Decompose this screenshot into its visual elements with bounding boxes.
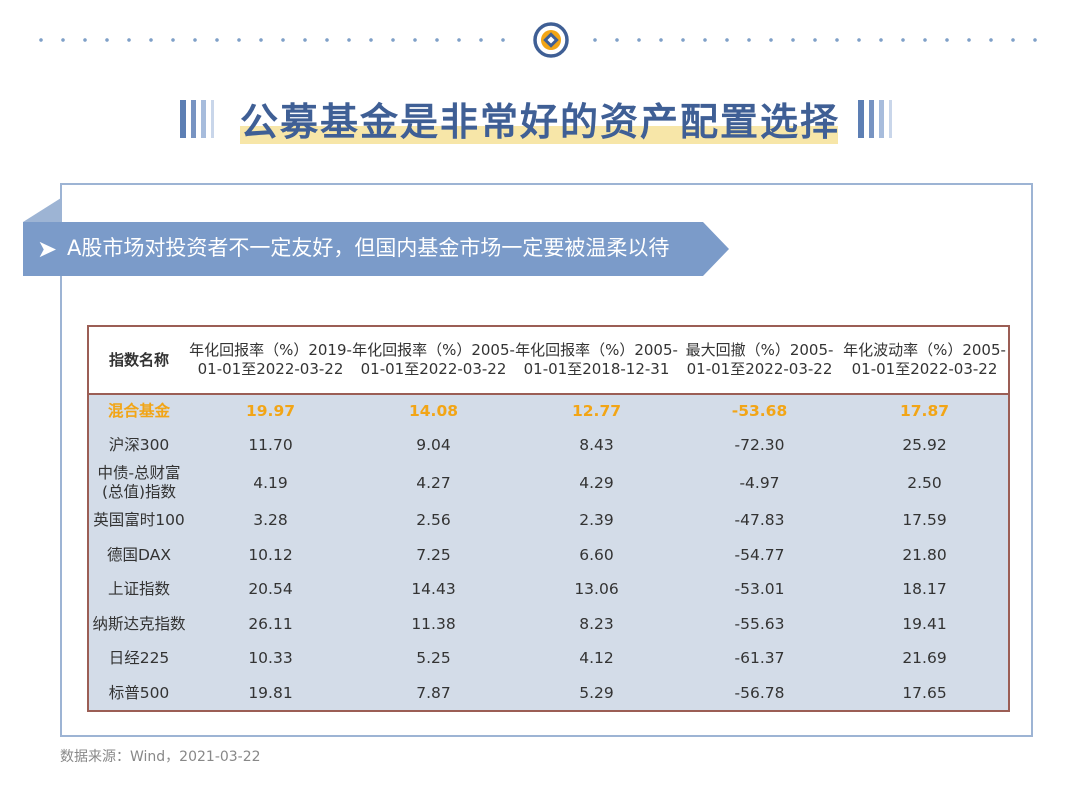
table-row: 中债-总财富(总值)指数 4.19 4.27 4.29 -4.97 2.50 xyxy=(89,463,1008,503)
cell-value: 2.50 xyxy=(907,473,942,492)
cell-value: -55.63 xyxy=(734,614,785,633)
title-deco-left xyxy=(180,100,214,138)
cell-index-name: 中债-总财富(总值)指数 xyxy=(97,464,181,502)
cell-value: 19.97 xyxy=(245,402,296,421)
table-row: 日经225 10.33 5.25 4.12 -61.37 21.69 xyxy=(89,642,1008,677)
header-index-name: 指数名称 xyxy=(89,327,189,394)
cell-value: 19.81 xyxy=(248,683,293,702)
cell-value: 8.23 xyxy=(579,614,614,633)
cell-value: 5.25 xyxy=(416,649,451,668)
cell-value: 19.41 xyxy=(902,614,947,633)
cell-index-name: 混合基金 xyxy=(107,402,170,421)
data-table: 指数名称 年化回报率（%）2019-01-01至2022-03-22 年化回报率… xyxy=(87,325,1010,712)
table-row: 标普500 19.81 7.87 5.29 -56.78 17.65 xyxy=(89,676,1008,710)
cell-value: 21.80 xyxy=(902,545,947,564)
cell-value: 11.70 xyxy=(248,436,293,455)
cell-value: 26.11 xyxy=(248,614,293,633)
cell-value: -61.37 xyxy=(734,649,785,668)
cell-value: -47.83 xyxy=(734,510,785,529)
cell-value: -54.77 xyxy=(734,545,785,564)
subtitle-banner: ➤ A股市场对投资者不一定友好，但国内基金市场一定要被温柔以待 xyxy=(23,222,729,276)
header-col: 年化波动率（%）2005-01-01至2022-03-22 xyxy=(841,327,1008,394)
cell-value: -53.68 xyxy=(731,402,788,421)
cell-value: 10.33 xyxy=(248,649,293,668)
title-highlight xyxy=(240,126,838,144)
cell-value: 14.08 xyxy=(408,402,459,421)
cell-index-name: 日经225 xyxy=(108,649,170,668)
header-col: 最大回撤（%）2005-01-01至2022-03-22 xyxy=(678,327,841,394)
cell-value: -53.01 xyxy=(734,580,785,599)
cell-index-name: 德国DAX xyxy=(107,545,171,564)
cell-value: 2.56 xyxy=(416,510,451,529)
cell-value: 13.06 xyxy=(574,580,619,599)
cell-value: -56.78 xyxy=(734,683,785,702)
top-dotted-line-right xyxy=(584,38,1054,42)
cell-value: 12.77 xyxy=(571,402,622,421)
banner-text: A股市场对投资者不一定友好，但国内基金市场一定要被温柔以待 xyxy=(67,236,670,260)
cell-value: 5.29 xyxy=(579,683,614,702)
cell-value: 25.92 xyxy=(902,436,947,455)
cell-value: 2.39 xyxy=(579,510,614,529)
table-row: 上证指数 20.54 14.43 13.06 -53.01 18.17 xyxy=(89,572,1008,607)
top-dotted-line-left xyxy=(30,38,520,42)
cell-index-name: 纳斯达克指数 xyxy=(92,614,186,633)
header-col: 年化回报率（%）2005-01-01至2022-03-22 xyxy=(352,327,515,394)
cell-value: 20.54 xyxy=(248,580,293,599)
title-block: 公募基金是非常好的资产配置选择 xyxy=(0,96,1080,150)
cell-value: 10.12 xyxy=(248,545,293,564)
cell-value: 21.69 xyxy=(902,649,947,668)
table-row: 英国富时100 3.28 2.56 2.39 -47.83 17.59 xyxy=(89,503,1008,538)
cell-value: -72.30 xyxy=(734,436,785,455)
table-row: 德国DAX 10.12 7.25 6.60 -54.77 21.80 xyxy=(89,538,1008,573)
cell-value: -4.97 xyxy=(739,473,780,492)
header-col: 年化回报率（%）2005-01-01至2018-12-31 xyxy=(515,327,678,394)
table-header-row: 指数名称 年化回报率（%）2019-01-01至2022-03-22 年化回报率… xyxy=(89,327,1008,394)
cell-value: 14.43 xyxy=(411,580,456,599)
chevron-right-icon: ➤ xyxy=(37,235,58,263)
cell-index-name: 上证指数 xyxy=(107,580,170,599)
cell-value: 4.19 xyxy=(253,473,288,492)
cell-value: 17.87 xyxy=(899,402,950,421)
cell-value: 17.59 xyxy=(902,510,947,529)
cell-value: 7.25 xyxy=(416,545,451,564)
cell-value: 17.65 xyxy=(902,683,947,702)
cell-value: 11.38 xyxy=(411,614,456,633)
cell-index-name: 标普500 xyxy=(108,683,170,702)
content-card xyxy=(60,183,1033,737)
banner-shape xyxy=(23,222,729,276)
cell-value: 8.43 xyxy=(579,436,614,455)
cell-index-name: 英国富时100 xyxy=(93,510,185,529)
cell-value: 9.04 xyxy=(416,436,451,455)
cell-value: 4.12 xyxy=(579,649,614,668)
page-title: 公募基金是非常好的资产配置选择 xyxy=(240,100,841,144)
cell-value: 7.87 xyxy=(416,683,451,702)
table-row: 沪深300 11.70 9.04 8.43 -72.30 25.92 xyxy=(89,429,1008,464)
cell-value: 6.60 xyxy=(579,545,614,564)
table-row: 混合基金 19.97 14.08 12.77 -53.68 17.87 xyxy=(89,394,1008,429)
table-row: 纳斯达克指数 26.11 11.38 8.23 -55.63 19.41 xyxy=(89,607,1008,642)
cell-value: 4.29 xyxy=(579,473,614,492)
coin-logo-icon xyxy=(533,22,569,58)
title-deco-right xyxy=(858,100,892,138)
data-source-note: 数据来源：Wind，2021-03-22 xyxy=(60,749,261,765)
cell-value: 3.28 xyxy=(253,510,288,529)
banner-fold xyxy=(23,198,61,222)
cell-index-name: 沪深300 xyxy=(108,436,170,455)
cell-value: 18.17 xyxy=(902,580,947,599)
cell-value: 4.27 xyxy=(416,473,451,492)
header-col: 年化回报率（%）2019-01-01至2022-03-22 xyxy=(189,327,352,394)
